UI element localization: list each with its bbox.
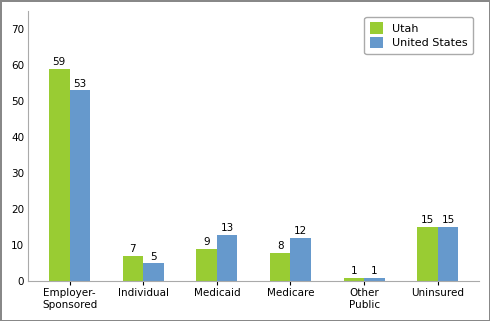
Bar xyxy=(364,278,385,281)
Bar xyxy=(291,238,311,281)
Text: 13: 13 xyxy=(220,223,234,233)
Text: 1: 1 xyxy=(371,266,378,276)
Text: 15: 15 xyxy=(421,215,434,225)
Text: 59: 59 xyxy=(52,57,66,67)
Bar xyxy=(270,253,291,281)
Text: 15: 15 xyxy=(441,215,455,225)
Text: 7: 7 xyxy=(129,244,136,254)
Bar xyxy=(217,235,238,281)
Bar xyxy=(122,256,143,281)
Bar xyxy=(70,91,90,281)
Text: 12: 12 xyxy=(294,226,307,236)
Text: 53: 53 xyxy=(73,79,86,89)
Bar xyxy=(49,69,70,281)
Bar xyxy=(196,249,217,281)
Bar xyxy=(438,227,459,281)
Text: 8: 8 xyxy=(277,241,284,251)
Legend: Utah, United States: Utah, United States xyxy=(365,17,473,54)
Text: 9: 9 xyxy=(203,237,210,247)
Bar xyxy=(343,278,364,281)
Bar xyxy=(417,227,438,281)
Text: 5: 5 xyxy=(150,252,157,262)
Bar xyxy=(143,263,164,281)
Text: 1: 1 xyxy=(350,266,357,276)
